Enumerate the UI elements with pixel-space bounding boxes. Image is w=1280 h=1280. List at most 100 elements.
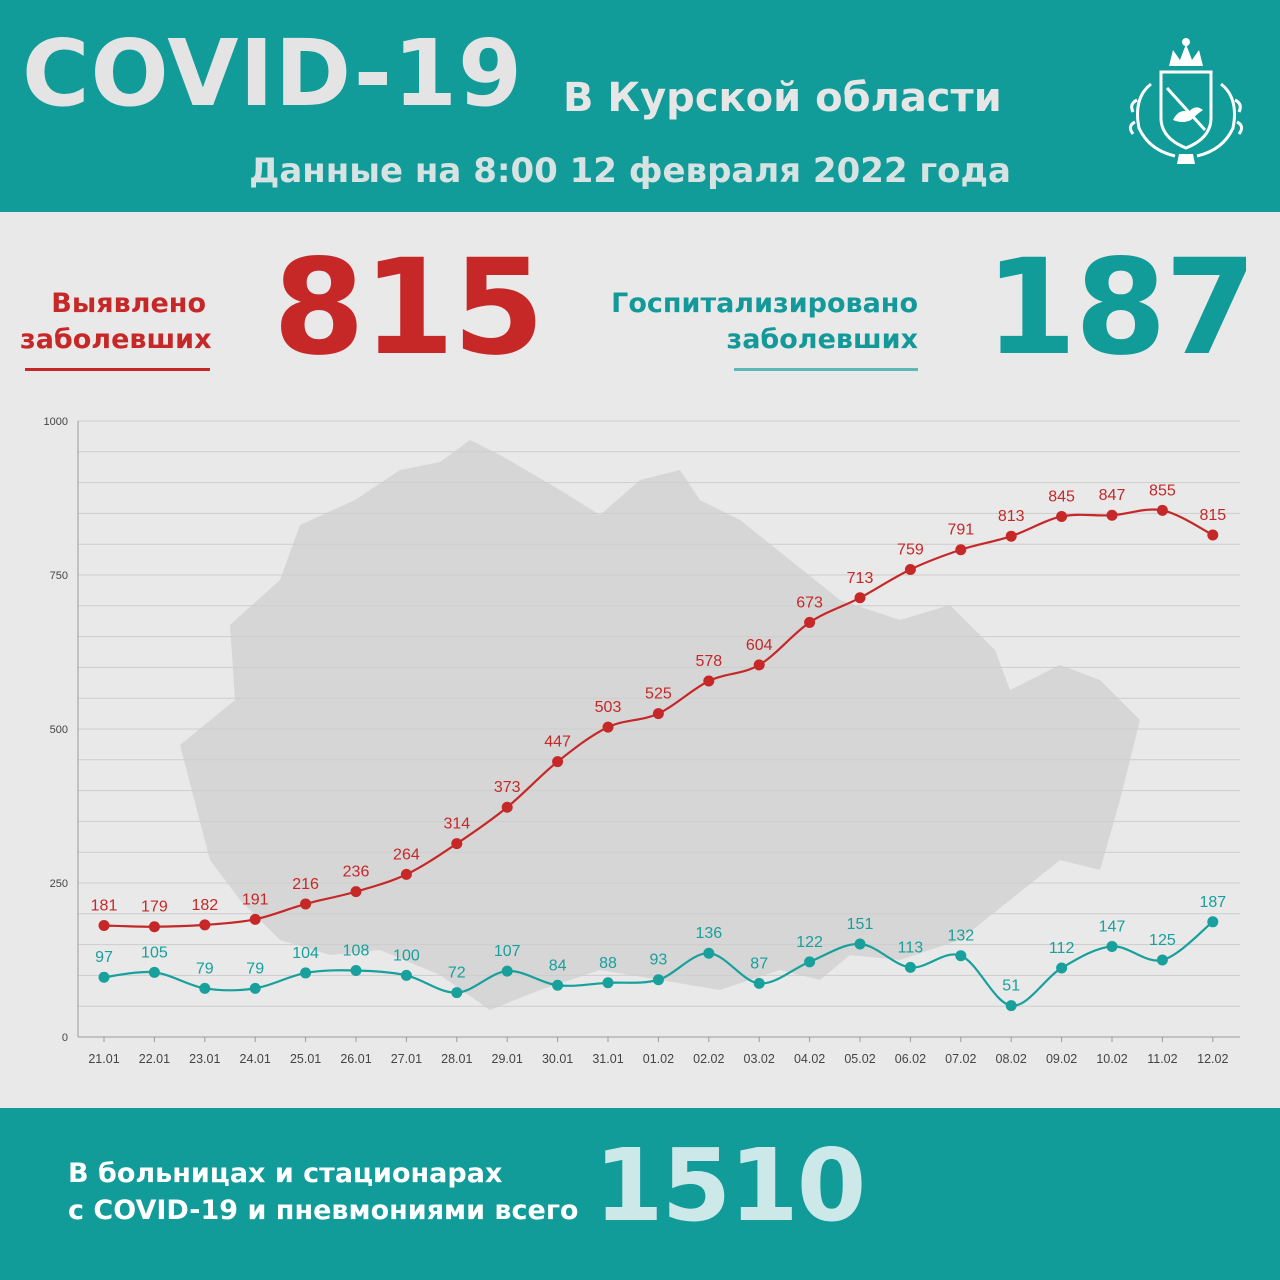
x-tick-label: 09.02 [1046, 1052, 1077, 1066]
x-tick-label: 02.02 [693, 1052, 724, 1066]
series-0-point [1207, 529, 1219, 541]
series-1-point [552, 979, 564, 991]
series-1-point [98, 971, 110, 983]
series-1-data-label: 147 [1099, 918, 1126, 935]
header-banner: COVID-19 В Курской области Данные на 8:0… [0, 0, 1280, 212]
x-tick-label: 01.02 [643, 1052, 674, 1066]
series-1-data-label: 100 [393, 947, 420, 964]
series-0-point [350, 886, 362, 898]
series-1-data-label: 187 [1199, 894, 1226, 911]
series-1-point [753, 977, 765, 989]
series-1-point [804, 956, 816, 968]
series-0-point [400, 868, 412, 880]
y-tick-label: 500 [50, 724, 68, 736]
region-title: В Курской области [563, 75, 1002, 121]
series-0-data-label: 181 [91, 898, 118, 915]
x-tick-label: 12.02 [1197, 1052, 1228, 1066]
series-0-data-label: 847 [1099, 487, 1126, 504]
series-1-data-label: 125 [1149, 932, 1176, 949]
series-0-point [501, 801, 513, 813]
x-tick-label: 25.01 [290, 1052, 321, 1066]
series-0-data-label: 216 [292, 876, 319, 893]
series-1-point [501, 965, 513, 977]
series-1-point [703, 947, 715, 959]
page-title: COVID-19 [22, 20, 523, 127]
series-0-data-label: 791 [947, 522, 974, 539]
series-1-data-label: 151 [847, 916, 874, 933]
series-1-data-label: 87 [750, 955, 768, 972]
series-1-data-label: 51 [1002, 978, 1020, 995]
series-1-point [904, 961, 916, 973]
total-hospitalized-count: 1510 [594, 1127, 866, 1244]
series-0-point [753, 659, 765, 671]
series-1-point [199, 982, 211, 994]
series-1-point [1207, 916, 1219, 928]
series-1-data-label: 122 [796, 934, 823, 951]
series-1-point [1005, 1000, 1017, 1012]
series-1-point [249, 982, 261, 994]
y-tick-label: 1000 [44, 416, 68, 428]
series-0-data-label: 179 [141, 899, 168, 916]
series-0-data-label: 815 [1199, 507, 1226, 524]
series-1-point [1106, 940, 1118, 952]
series-0-point [300, 898, 312, 910]
x-tick-label: 31.01 [592, 1052, 623, 1066]
series-0-point [804, 616, 816, 628]
series-0-point [854, 592, 866, 604]
date-subtitle: Данные на 8:00 12 февраля 2022 года [249, 151, 1011, 191]
series-0-data-label: 845 [1048, 488, 1075, 505]
series-1-point [1056, 962, 1068, 974]
hospitalized-count: 187 [985, 231, 1257, 385]
x-tick-label: 22.01 [139, 1052, 170, 1066]
x-tick-label: 21.01 [88, 1052, 119, 1066]
series-0-data-label: 759 [897, 541, 924, 558]
series-1-data-label: 136 [695, 925, 722, 942]
series-0-data-label: 604 [746, 637, 773, 654]
x-tick-label: 30.01 [542, 1052, 573, 1066]
x-tick-label: 06.02 [895, 1052, 926, 1066]
coat-of-arms-icon [1128, 38, 1244, 164]
x-tick-label: 10.02 [1096, 1052, 1127, 1066]
series-1-point [451, 987, 463, 999]
x-tick-label: 04.02 [794, 1052, 825, 1066]
series-0-point [148, 921, 160, 933]
region-map-silhouette [180, 440, 1140, 1010]
detected-label: Выявлено заболевших [20, 288, 212, 355]
x-tick-label: 08.02 [996, 1052, 1027, 1066]
series-1-data-label: 105 [141, 944, 168, 961]
detected-underline [25, 368, 210, 371]
series-0-point [1106, 509, 1118, 521]
series-1-data-label: 79 [196, 960, 214, 977]
y-tick-label: 250 [50, 878, 68, 890]
series-0-data-label: 264 [393, 846, 420, 863]
series-1-data-label: 113 [898, 939, 924, 956]
series-1-point [1156, 954, 1168, 966]
series-0-data-label: 713 [847, 570, 874, 587]
series-1-data-label: 104 [292, 945, 319, 962]
y-tick-label: 750 [50, 570, 68, 582]
series-0-data-label: 314 [443, 816, 470, 833]
series-0-data-label: 855 [1149, 482, 1176, 499]
series-1-data-label: 112 [1049, 940, 1075, 957]
x-tick-label: 24.01 [240, 1052, 271, 1066]
hospitalized-underline [734, 368, 918, 371]
series-1-line [103, 920, 1214, 1007]
x-tick-label: 05.02 [844, 1052, 875, 1066]
x-tick-label: 26.01 [340, 1052, 371, 1066]
series-1-point [350, 964, 362, 976]
series-0-point [703, 675, 715, 687]
series-1-point [148, 966, 160, 978]
series-0-point [552, 756, 564, 768]
x-tick-label: 11.02 [1147, 1052, 1177, 1066]
series-1-data-label: 88 [599, 955, 617, 972]
series-0-data-label: 673 [796, 594, 823, 611]
x-tick-label: 03.02 [744, 1052, 775, 1066]
x-tick-label: 23.01 [189, 1052, 220, 1066]
series-1-data-label: 79 [246, 960, 264, 977]
series-0-data-label: 236 [343, 864, 370, 881]
series-1-data-label: 84 [549, 957, 567, 974]
series-0-point [451, 838, 463, 850]
series-1-point [955, 950, 967, 962]
x-tick-label: 29.01 [492, 1052, 523, 1066]
series-1-data-label: 93 [650, 952, 668, 969]
